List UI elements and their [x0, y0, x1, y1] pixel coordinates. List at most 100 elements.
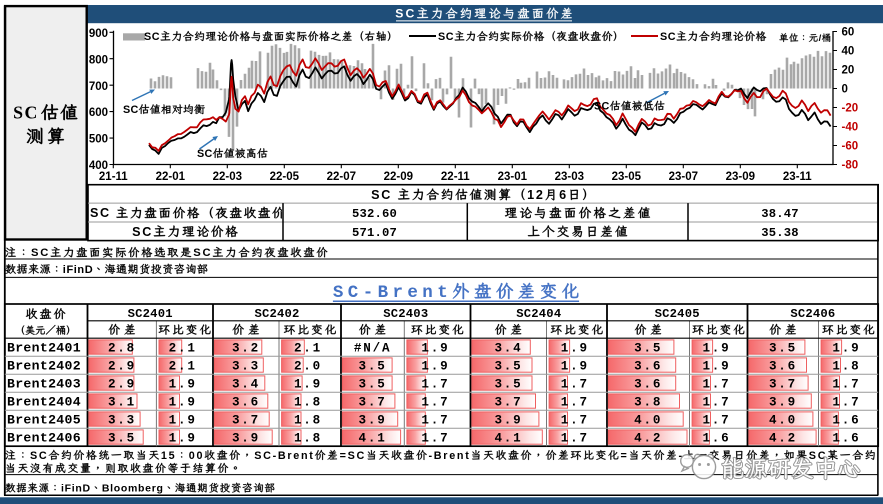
svg-text:0: 0: [842, 84, 848, 96]
svg-text:SC-Brent: SC-Brent: [333, 283, 452, 303]
svg-text:2.1: 2.1: [294, 342, 322, 356]
svg-text:1.7: 1.7: [832, 378, 860, 392]
svg-text:1.7: 1.7: [421, 432, 449, 446]
svg-text:3.7: 3.7: [359, 396, 387, 410]
svg-text:23-09: 23-09: [726, 171, 755, 183]
svg-text:500: 500: [89, 134, 108, 146]
svg-text:3.5: 3.5: [108, 432, 136, 446]
svg-text:SC-Brent: SC-Brent: [254, 450, 314, 462]
svg-text:1.8: 1.8: [294, 414, 322, 428]
svg-text:1.8: 1.8: [832, 360, 860, 374]
svg-text:1.9: 1.9: [832, 342, 860, 356]
svg-text:20: 20: [842, 65, 855, 77]
svg-text:SC: SC: [30, 450, 48, 462]
svg-text:-80: -80: [842, 160, 859, 172]
svg-text:21-11: 21-11: [99, 171, 128, 183]
svg-text:/: /: [819, 33, 822, 44]
svg-text:2.1: 2.1: [169, 360, 197, 374]
svg-text:3.5: 3.5: [494, 378, 522, 392]
svg-text:1.9: 1.9: [169, 396, 197, 410]
svg-text:3.9: 3.9: [359, 414, 387, 428]
svg-text:1.7: 1.7: [421, 396, 449, 410]
svg-text:38.47: 38.47: [761, 207, 799, 221]
svg-text:-40: -40: [842, 122, 859, 134]
svg-text:3.2: 3.2: [232, 342, 260, 356]
svg-text:23-05: 23-05: [612, 171, 642, 183]
svg-text:-Brent: -Brent: [429, 450, 471, 462]
svg-text:3.5: 3.5: [494, 360, 522, 374]
svg-text:22-01: 22-01: [156, 171, 186, 183]
svg-text:iFinD: iFinD: [61, 482, 91, 494]
svg-text:1.8: 1.8: [294, 432, 322, 446]
svg-text:1.7: 1.7: [561, 432, 589, 446]
svg-text:22-09: 22-09: [384, 171, 413, 183]
svg-text:4.0: 4.0: [634, 414, 662, 428]
svg-text:12: 12: [527, 188, 545, 202]
svg-text:2.1: 2.1: [169, 342, 197, 356]
svg-text:6: 6: [559, 188, 568, 202]
svg-text:1.9: 1.9: [169, 432, 197, 446]
svg-text:22-03: 22-03: [213, 171, 242, 183]
svg-text:3.9: 3.9: [494, 414, 522, 428]
svg-text:1.7: 1.7: [832, 396, 860, 410]
svg-text:SC2404: SC2404: [516, 307, 561, 321]
svg-text:SC: SC: [144, 31, 160, 43]
svg-text:22-05: 22-05: [270, 171, 300, 183]
svg-text:800: 800: [89, 54, 108, 66]
svg-text:4.2: 4.2: [769, 432, 797, 446]
svg-text:3.7: 3.7: [769, 378, 797, 392]
svg-text:1.9: 1.9: [421, 360, 449, 374]
svg-text:SC: SC: [197, 148, 213, 160]
svg-text:-60: -60: [842, 141, 859, 153]
svg-text:532.60: 532.60: [352, 207, 397, 221]
svg-text:23-03: 23-03: [555, 171, 584, 183]
svg-text:2.9: 2.9: [108, 360, 136, 374]
svg-text:3.7: 3.7: [494, 396, 522, 410]
svg-text:1.7: 1.7: [702, 414, 730, 428]
svg-text:1.7: 1.7: [421, 378, 449, 392]
svg-text:Brent2404: Brent2404: [7, 395, 81, 410]
svg-text:3.9: 3.9: [769, 396, 797, 410]
svg-text:SC2405: SC2405: [655, 307, 700, 321]
svg-text:3.6: 3.6: [634, 378, 662, 392]
svg-text:3.8: 3.8: [634, 396, 662, 410]
svg-text:1.7: 1.7: [561, 378, 589, 392]
svg-text:2.8: 2.8: [108, 342, 136, 356]
svg-text:1.7: 1.7: [561, 414, 589, 428]
svg-text:1.9: 1.9: [702, 360, 730, 374]
svg-text:SC: SC: [31, 247, 50, 259]
svg-text:4.0: 4.0: [769, 414, 797, 428]
svg-text:1.7: 1.7: [702, 378, 730, 392]
svg-text:600: 600: [89, 107, 108, 119]
svg-text:400: 400: [89, 160, 108, 172]
svg-text:3.3: 3.3: [108, 414, 136, 428]
svg-text:SC: SC: [809, 450, 827, 462]
svg-text:3.5: 3.5: [359, 360, 387, 374]
svg-text:SC2401: SC2401: [128, 307, 173, 321]
svg-text:SC: SC: [132, 225, 153, 239]
svg-text:SC2403: SC2403: [383, 307, 428, 321]
svg-text:SC: SC: [660, 31, 676, 43]
svg-text:SC: SC: [395, 7, 416, 21]
svg-text:1.9: 1.9: [561, 342, 589, 356]
svg-text:4.1: 4.1: [494, 432, 522, 446]
svg-text:3.7: 3.7: [232, 414, 260, 428]
svg-text:22-07: 22-07: [327, 171, 356, 183]
svg-text:35.38: 35.38: [761, 226, 799, 240]
svg-text:40: 40: [842, 46, 855, 58]
svg-text:SC: SC: [193, 247, 212, 259]
svg-text:#N/A: #N/A: [354, 342, 391, 356]
svg-text:3.6: 3.6: [634, 360, 662, 374]
svg-text:Brent2406: Brent2406: [7, 431, 81, 446]
svg-text:23-01: 23-01: [498, 171, 528, 183]
svg-text:00: 00: [189, 450, 204, 462]
svg-text:SC2402: SC2402: [254, 307, 299, 321]
svg-text:Brent2402: Brent2402: [7, 359, 81, 374]
svg-text:1.7: 1.7: [702, 396, 730, 410]
svg-text:SC: SC: [371, 188, 397, 202]
svg-text:4.1: 4.1: [359, 432, 387, 446]
svg-text:SC: SC: [13, 103, 39, 123]
svg-text:iFinD: iFinD: [63, 264, 94, 276]
svg-text:-20: -20: [842, 103, 859, 115]
svg-text:3.6: 3.6: [769, 360, 797, 374]
